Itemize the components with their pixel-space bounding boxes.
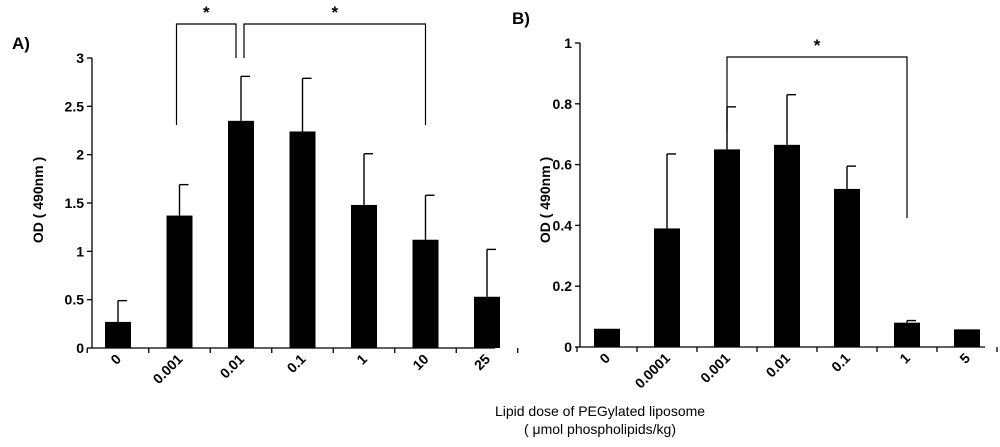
panel-b-bar (654, 228, 680, 347)
panel-a-label: A) (12, 34, 30, 53)
panel-a-bar (289, 131, 316, 348)
panel-b-significance-star: * (814, 36, 821, 55)
panel-b-x-tick-label: 0.001 (697, 350, 733, 386)
panel-b-x-tick-label: 0.0001 (632, 350, 674, 392)
panel-a-bar (474, 296, 500, 348)
panel-b-significance: * (726, 36, 908, 218)
panel-b-x-tick-label: 0 (596, 350, 613, 367)
panel-a-bar (166, 215, 193, 348)
panel-b-y-tick-label: 1 (564, 35, 572, 51)
panel-a-x-tick-label: 0.1 (284, 351, 309, 376)
panel-b-bar (954, 329, 980, 347)
panel-a-bar (105, 321, 131, 348)
x-axis-label-line1: Lipid dose of PEGylated liposome (495, 403, 705, 419)
panel-a-y-tick-label: 1 (76, 243, 84, 259)
panel-b-significance-bracket (726, 56, 908, 218)
panel-b-x-tick-label: 1 (896, 350, 913, 367)
panel-a-significance-bracket (243, 23, 427, 125)
panel-b-bar (894, 322, 920, 347)
panel-b-x-tick-label: 0.1 (828, 350, 853, 375)
panel-b-y-tick-label: 0 (564, 339, 572, 355)
panel-b-label: B) (512, 9, 530, 28)
panel-a-y-tick-label: 0 (76, 340, 84, 356)
panel-a-significance: * * (175, 3, 427, 125)
panel-a-y-tick-label: 0.5 (65, 292, 85, 308)
panel-a-x-tick-label: 10 (409, 351, 431, 373)
panel-a-y-tick-label: 3 (76, 50, 84, 66)
panel-a-x-tick-label: 25 (471, 351, 493, 373)
panel-a-significance-star: * (331, 3, 338, 22)
panel-b-bar (774, 144, 800, 347)
panel-b-bar (594, 328, 620, 347)
panel-b-y-tick-label: 0.6 (553, 157, 573, 173)
panel-a-bar (228, 120, 254, 348)
panel-b-bar (714, 149, 740, 347)
panel-a-bars (105, 75, 500, 348)
panel-a-bar (351, 204, 377, 348)
panel-b-y-tick-label: 0.4 (553, 217, 573, 233)
panel-a-y-tick-label: 2.5 (65, 98, 85, 114)
panel-b-x-tick-label: 5 (956, 350, 973, 367)
x-axis-label-line2: ( μmol phospholipids/kg) (524, 421, 676, 437)
panel-b: B) OD ( 490nm ) 0 0.2 0.4 0.6 0.8 1 0 0.0001 0.0… (512, 9, 998, 392)
panel-a-y-tick-label: 1.5 (65, 195, 85, 211)
panel-a-x-tick-label: 0.01 (217, 351, 248, 382)
panel-b-bar (834, 188, 860, 347)
panel-a-x-tick-label: 0 (107, 351, 124, 368)
panel-a-bar (412, 239, 439, 348)
panel-a-x-tick-label: 1 (353, 351, 370, 368)
panel-a-significance-star: * (203, 3, 210, 22)
panel-b-y-tick-label: 0.8 (553, 96, 573, 112)
panel-a: A) OD ( 490nm ) 0 0.5 1 1.5 2 2.5 3 0 0.001 0.01 0… (12, 3, 519, 387)
panel-a-y-axis-label: OD ( 490nm ) (30, 157, 46, 243)
panel-b-bars (594, 93, 980, 347)
panel-a-y-tick-label: 2 (76, 147, 84, 163)
panel-b-y-axis-label: OD ( 490nm ) (537, 157, 553, 243)
panel-a-significance-bracket (175, 23, 237, 125)
panel-a-x-tick-label: 0.001 (150, 351, 186, 387)
panel-b-y-tick-label: 0.2 (553, 278, 573, 294)
panel-b-x-tick-label: 0.01 (763, 350, 794, 381)
